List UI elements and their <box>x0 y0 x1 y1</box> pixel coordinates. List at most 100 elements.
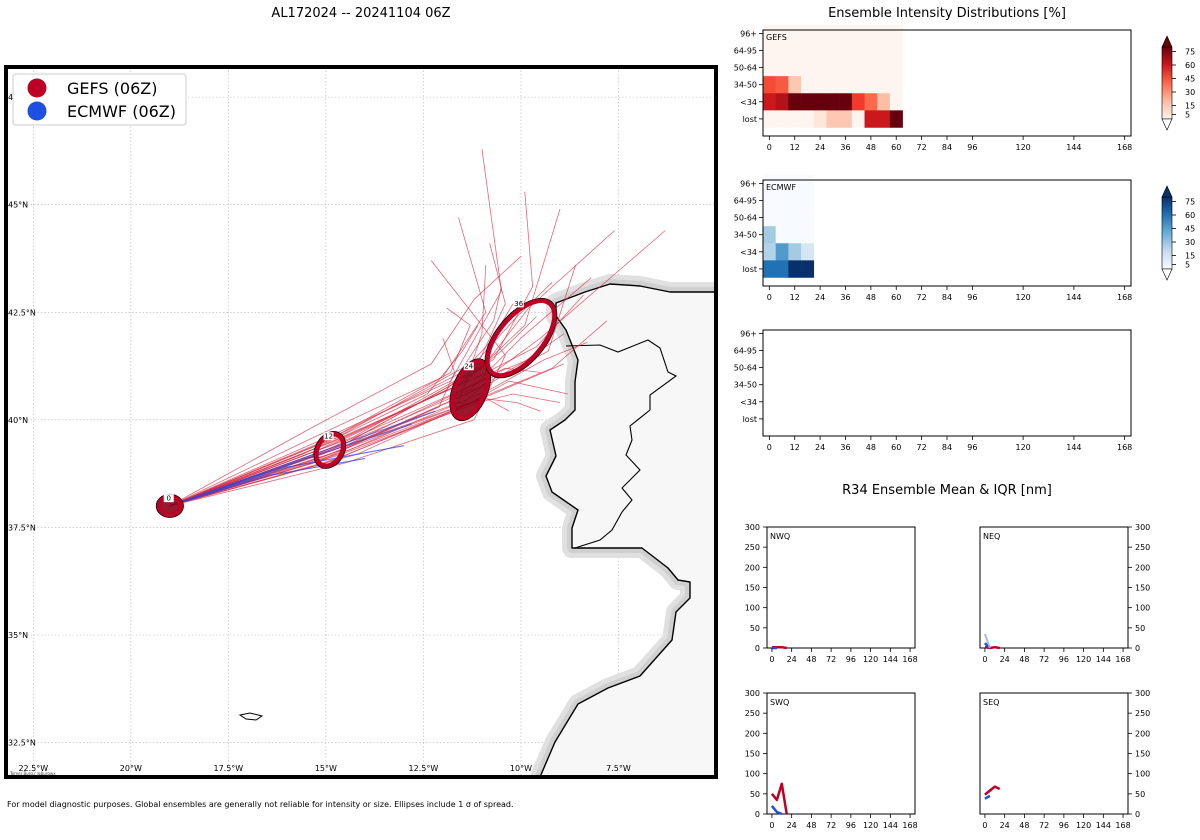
ellipse-label: 24 <box>464 363 473 371</box>
ellipse-ring <box>485 298 557 378</box>
r34-hour-label: 144 <box>1096 821 1111 830</box>
ellipse-hour-0: 0 <box>155 493 184 518</box>
r34-y-label: 100 <box>745 770 760 779</box>
colorbar-gefs-bar <box>1161 46 1173 120</box>
intensity-cell <box>813 24 827 43</box>
colorbar-tick-label: 5 <box>1185 111 1190 120</box>
colorbar-tick-label: 45 <box>1185 75 1195 84</box>
r34-y-label: 250 <box>745 543 760 552</box>
intensity-cell <box>826 41 840 60</box>
gefs-member-track <box>169 324 479 507</box>
intensity-cell <box>763 41 776 60</box>
footer-note: For model diagnostic purposes. Global en… <box>7 800 514 809</box>
r34-y-label: 150 <box>745 750 760 759</box>
r34-series-ecmwf <box>984 794 991 800</box>
intensity-cell <box>801 76 815 94</box>
r34-y-label: 150 <box>745 584 760 593</box>
intensity-cell <box>889 93 903 111</box>
r34-hour-label: 72 <box>1039 655 1049 664</box>
ecmwf-member-track <box>169 410 436 507</box>
r34-y-label: 200 <box>745 729 760 738</box>
main-title: AL172024 -- 20241104 06Z <box>271 6 450 21</box>
intensity-cell <box>801 209 815 227</box>
intensity-hour-label: 84 <box>942 443 952 452</box>
intensity-cell <box>864 110 878 128</box>
intensity-cell <box>763 59 776 77</box>
intensity-cell <box>877 41 891 60</box>
r34-y-label: 250 <box>1135 709 1150 718</box>
intensity-frame <box>762 329 1132 437</box>
intensity-hour-label: 24 <box>815 293 825 302</box>
intensity-cell <box>851 76 865 94</box>
ellipse-hour-12: 12 <box>313 431 347 469</box>
intensity-hour-label: 36 <box>840 143 850 152</box>
r34-nwq: 0 24 48 72 96 120 144 168 0 50 100 150 200 250 300 NWQ <box>745 523 918 664</box>
map-lat-label: 42.5°N <box>8 308 36 317</box>
intensity-cell <box>877 110 891 128</box>
r34-y-label: 0 <box>755 644 760 653</box>
intensity-row-label: 50-64 <box>734 214 757 223</box>
r34-hour-label: 24 <box>787 655 797 664</box>
r34-quadrant-label: NEQ <box>983 532 1000 541</box>
intensity-row-label: 34-50 <box>734 381 757 390</box>
intensity-cell <box>813 93 827 111</box>
r34-seq: 0 24 48 72 96 120 144 168 0 50 100 150 200 250 300 SEQ <box>979 689 1150 830</box>
r34-hour-label: 96 <box>846 821 856 830</box>
map-lon-label: 12.5°W <box>409 764 439 773</box>
r34-y-label: 100 <box>1135 604 1150 613</box>
intensity-cell <box>826 76 840 94</box>
r34-y-label: 0 <box>1135 810 1140 819</box>
r34-quadrant-label: SWQ <box>770 698 789 707</box>
map-lat-label: 35°N <box>8 631 28 640</box>
intensity-hour-label: 144 <box>1066 293 1081 302</box>
intensity-hour-label: 72 <box>917 443 927 452</box>
intensity-cell <box>864 41 878 60</box>
intensity-cell <box>864 24 878 43</box>
intensity-panel-label: GEFS <box>766 33 787 42</box>
map-frame <box>4 65 718 779</box>
intensity-hour-label: 0 <box>767 293 772 302</box>
intensity-cell <box>851 24 865 43</box>
intensity-row-label: 96+ <box>740 29 757 38</box>
r34-swq: 0 24 48 72 96 120 144 168 0 50 100 150 200 250 300 SWQ <box>745 689 918 830</box>
intensity-cell <box>763 243 776 261</box>
r34-hour-label: 72 <box>1039 821 1049 830</box>
ellipse-outline <box>484 297 558 379</box>
ellipse-label: 12 <box>324 433 333 441</box>
colorbar-tick-label: 60 <box>1185 61 1195 70</box>
r34-hour-label: 48 <box>806 821 816 830</box>
intensity-cell <box>839 24 853 43</box>
r34-hour-label: 24 <box>1000 821 1010 830</box>
intensity-cell <box>813 41 827 60</box>
intensity-cell <box>775 59 789 77</box>
r34-hour-label: 168 <box>1115 821 1130 830</box>
r34-hour-label: 0 <box>982 821 987 830</box>
r34-hour-label: 96 <box>846 655 856 664</box>
intensity-hour-label: 60 <box>891 443 901 452</box>
intensity-cell <box>839 59 853 77</box>
intensity-cell <box>813 76 827 94</box>
intensity-cell <box>877 76 891 94</box>
legend-box <box>12 73 187 126</box>
legend-label-gefs: GEFS (06Z) <box>67 79 157 98</box>
r34-hour-label: 24 <box>1000 655 1010 664</box>
ellipse-label: 0 <box>167 495 171 503</box>
intensity-hour-label: 72 <box>917 293 927 302</box>
map-lat-label: 32.5°N <box>8 739 36 748</box>
intensity-cell <box>864 93 878 111</box>
intensity-cell <box>788 76 802 94</box>
r34-y-label: 300 <box>1135 523 1150 532</box>
intensity-cell <box>763 260 776 278</box>
r34-hour-label: 0 <box>769 655 774 664</box>
intensity-cell <box>788 59 802 77</box>
intensity-cell <box>775 174 789 193</box>
intensity-cell <box>788 41 802 60</box>
intensity-hour-label: 144 <box>1066 443 1081 452</box>
intensity-row-label: lost <box>743 265 757 274</box>
colorbar-ecmwf-max-arrow <box>1161 185 1173 198</box>
r34-panels: 0 24 48 72 96 120 144 168050100150200250300NWQ0… <box>745 523 1151 830</box>
r34-hour-label: 144 <box>883 821 898 830</box>
intensity-cell <box>851 59 865 77</box>
intensity-cell <box>801 41 815 60</box>
intensity-cell <box>877 93 891 111</box>
